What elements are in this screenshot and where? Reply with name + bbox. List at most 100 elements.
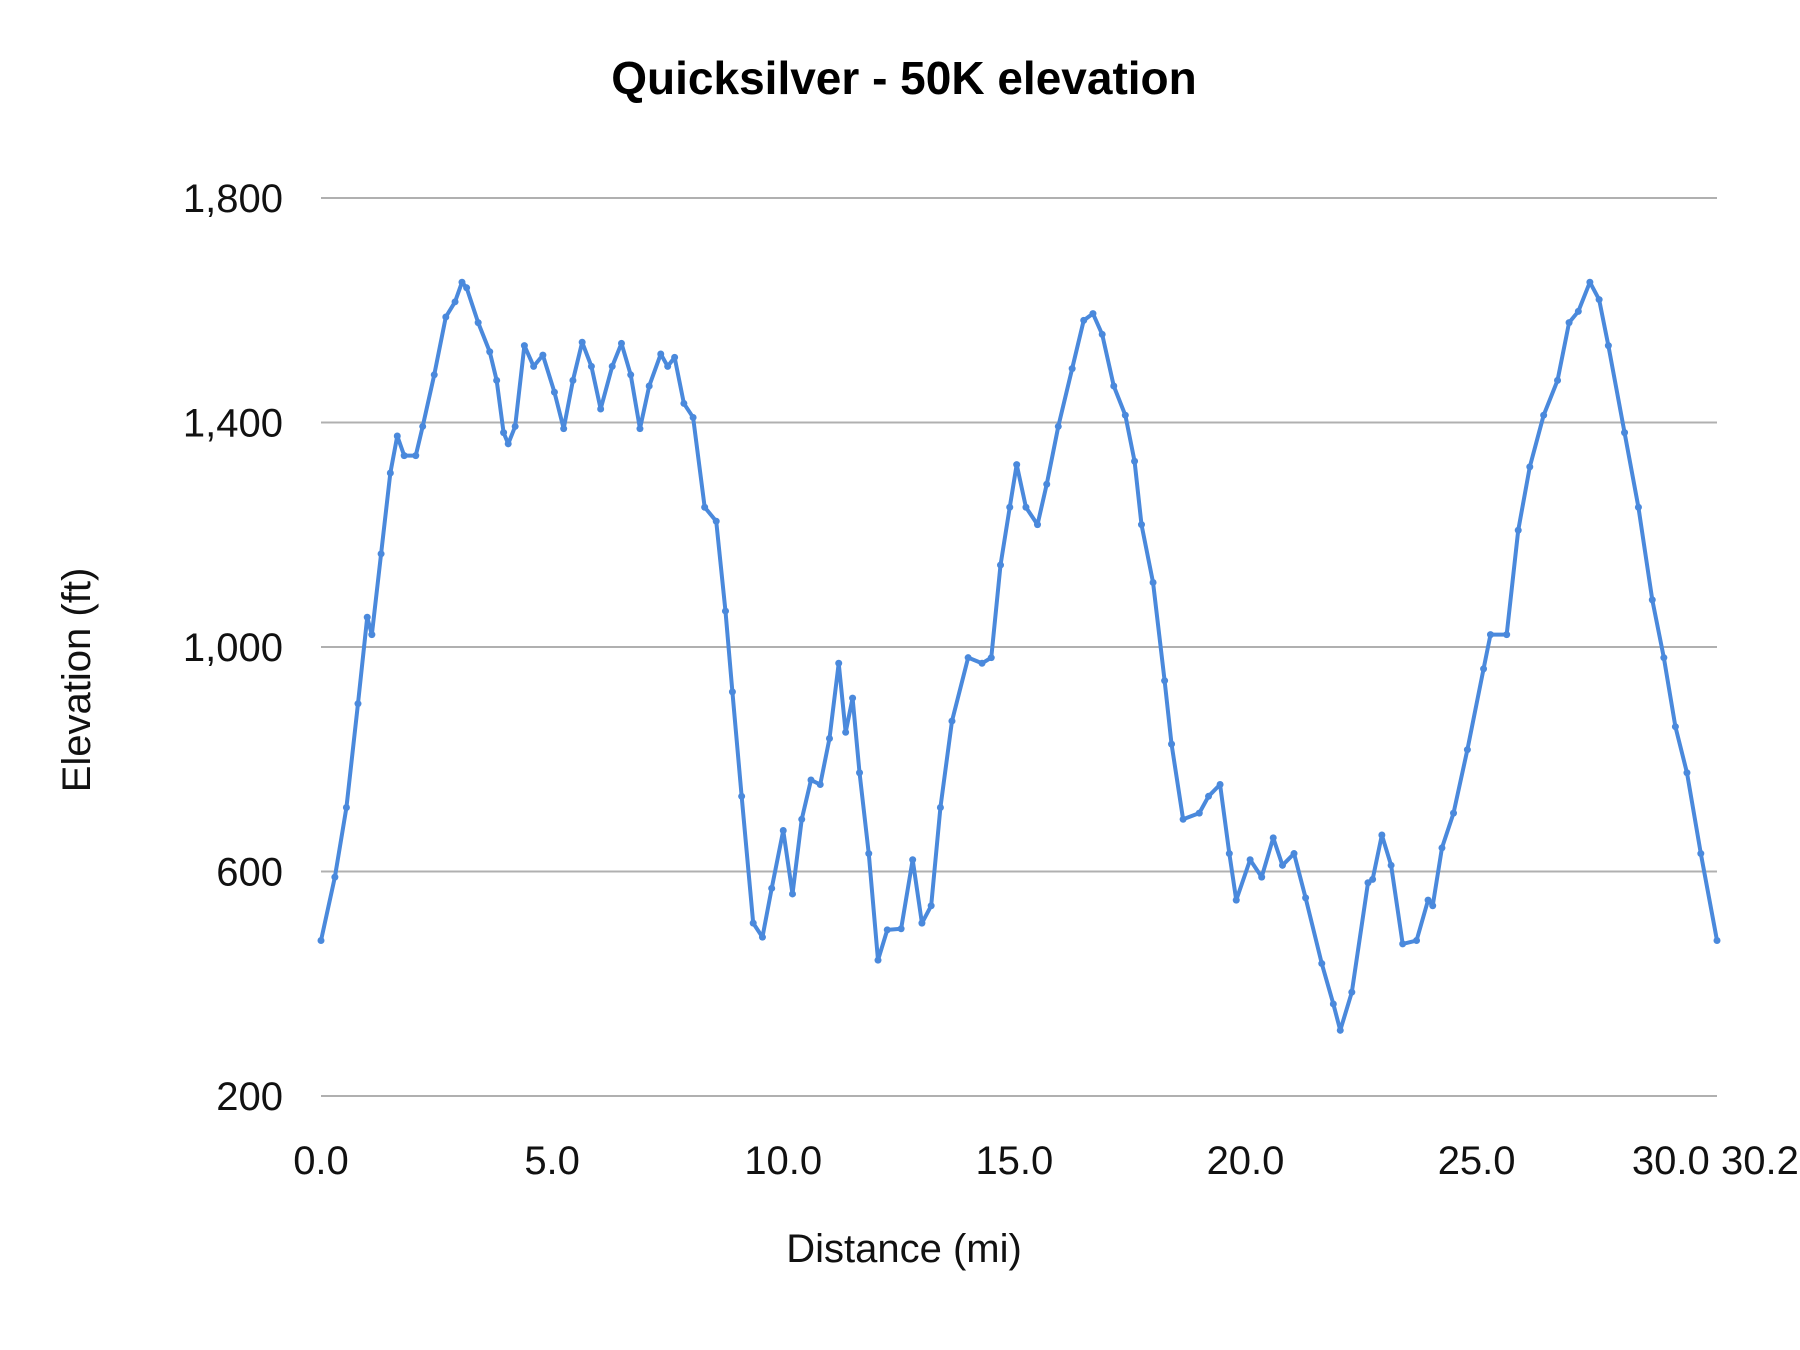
data-point: [883, 926, 891, 934]
data-point: [671, 353, 679, 361]
data-point: [1013, 461, 1021, 469]
series-line: [319, 280, 1719, 1033]
data-point: [504, 440, 512, 448]
data-point: [1574, 307, 1582, 315]
data-point: [1089, 310, 1097, 318]
data-point: [749, 919, 757, 927]
data-point: [1258, 873, 1266, 881]
data-point: [1697, 850, 1705, 858]
data-point: [1526, 463, 1534, 471]
x-tick-label: 30.2: [1721, 1139, 1799, 1183]
y-axis-ticks: 200 600 1,000 1,400 1,800: [183, 177, 283, 1119]
data-point: [386, 469, 394, 477]
data-point: [1554, 376, 1562, 384]
data-point: [825, 734, 833, 742]
series-elevation: [317, 278, 1721, 1034]
data-point: [689, 413, 697, 421]
data-point: [1463, 746, 1471, 754]
data-point: [865, 850, 873, 858]
data-point: [550, 388, 558, 396]
data-point: [500, 429, 508, 437]
data-point: [393, 432, 401, 440]
data-point: [1348, 988, 1356, 996]
x-axis-ticks: 0.0 5.0 10.0 15.0 20.0 25.0 30.0 30.2: [293, 1139, 1799, 1183]
data-point: [520, 342, 528, 350]
data-point: [1387, 861, 1395, 869]
data-point: [317, 937, 325, 945]
data-point: [1216, 781, 1224, 789]
data-point: [539, 351, 547, 359]
data-point: [1429, 902, 1437, 910]
x-tick-label: 5.0: [524, 1139, 580, 1183]
data-point: [597, 405, 605, 413]
data-point: [1424, 896, 1432, 904]
data-point: [1378, 831, 1386, 839]
data-point: [927, 902, 935, 910]
data-point: [474, 319, 482, 327]
y-tick-label: 1,400: [183, 402, 283, 446]
data-point: [948, 717, 956, 725]
data-point: [493, 376, 501, 384]
data-point: [918, 919, 926, 927]
data-point: [1269, 834, 1277, 842]
data-point: [451, 298, 459, 306]
x-tick-label: 15.0: [975, 1139, 1053, 1183]
data-point: [1205, 792, 1213, 800]
data-point: [1054, 422, 1062, 430]
data-point: [964, 654, 972, 662]
data-point: [412, 452, 420, 460]
data-point: [1336, 1026, 1344, 1034]
data-point: [363, 613, 371, 621]
data-point: [1179, 815, 1187, 823]
data-point: [1503, 631, 1511, 639]
data-point: [587, 362, 595, 370]
data-point: [1621, 429, 1629, 437]
data-point: [997, 561, 1005, 569]
data-point: [463, 284, 471, 292]
data-point: [680, 399, 688, 407]
data-point: [1480, 665, 1488, 673]
data-point: [430, 371, 438, 379]
data-point: [712, 517, 720, 525]
data-point: [849, 694, 857, 702]
data-point: [721, 607, 729, 615]
data-point: [987, 654, 995, 662]
data-point: [1595, 296, 1603, 304]
data-point: [1232, 896, 1240, 904]
data-point: [874, 956, 882, 964]
data-point: [1043, 480, 1051, 488]
data-point: [1137, 521, 1145, 529]
data-point: [1246, 856, 1254, 864]
data-point: [636, 425, 644, 433]
data-point: [728, 688, 736, 696]
data-point: [608, 362, 616, 370]
data-point: [1068, 365, 1076, 373]
data-point: [342, 804, 350, 812]
data-point: [354, 700, 362, 708]
data-point: [400, 452, 408, 460]
data-point: [788, 890, 796, 898]
data-point: [1634, 503, 1642, 511]
data-point: [1225, 850, 1233, 858]
data-point: [701, 503, 709, 511]
data-point: [936, 804, 944, 812]
data-point: [1290, 850, 1298, 858]
x-tick-label: 25.0: [1438, 1139, 1516, 1183]
data-point: [738, 792, 746, 800]
data-point: [1302, 894, 1310, 902]
data-point: [1080, 316, 1088, 324]
data-point: [1131, 457, 1139, 465]
data-point: [1022, 503, 1030, 511]
data-point: [856, 769, 864, 777]
data-point: [419, 422, 427, 430]
data-point: [1648, 596, 1656, 604]
data-point: [978, 659, 986, 667]
x-tick-label: 0.0: [293, 1139, 349, 1183]
data-point: [368, 631, 376, 639]
data-point: [1399, 940, 1407, 948]
data-point: [1033, 521, 1041, 529]
data-point: [1195, 809, 1203, 817]
data-point: [798, 815, 806, 823]
data-point: [1329, 1000, 1337, 1008]
data-point: [1604, 342, 1612, 350]
